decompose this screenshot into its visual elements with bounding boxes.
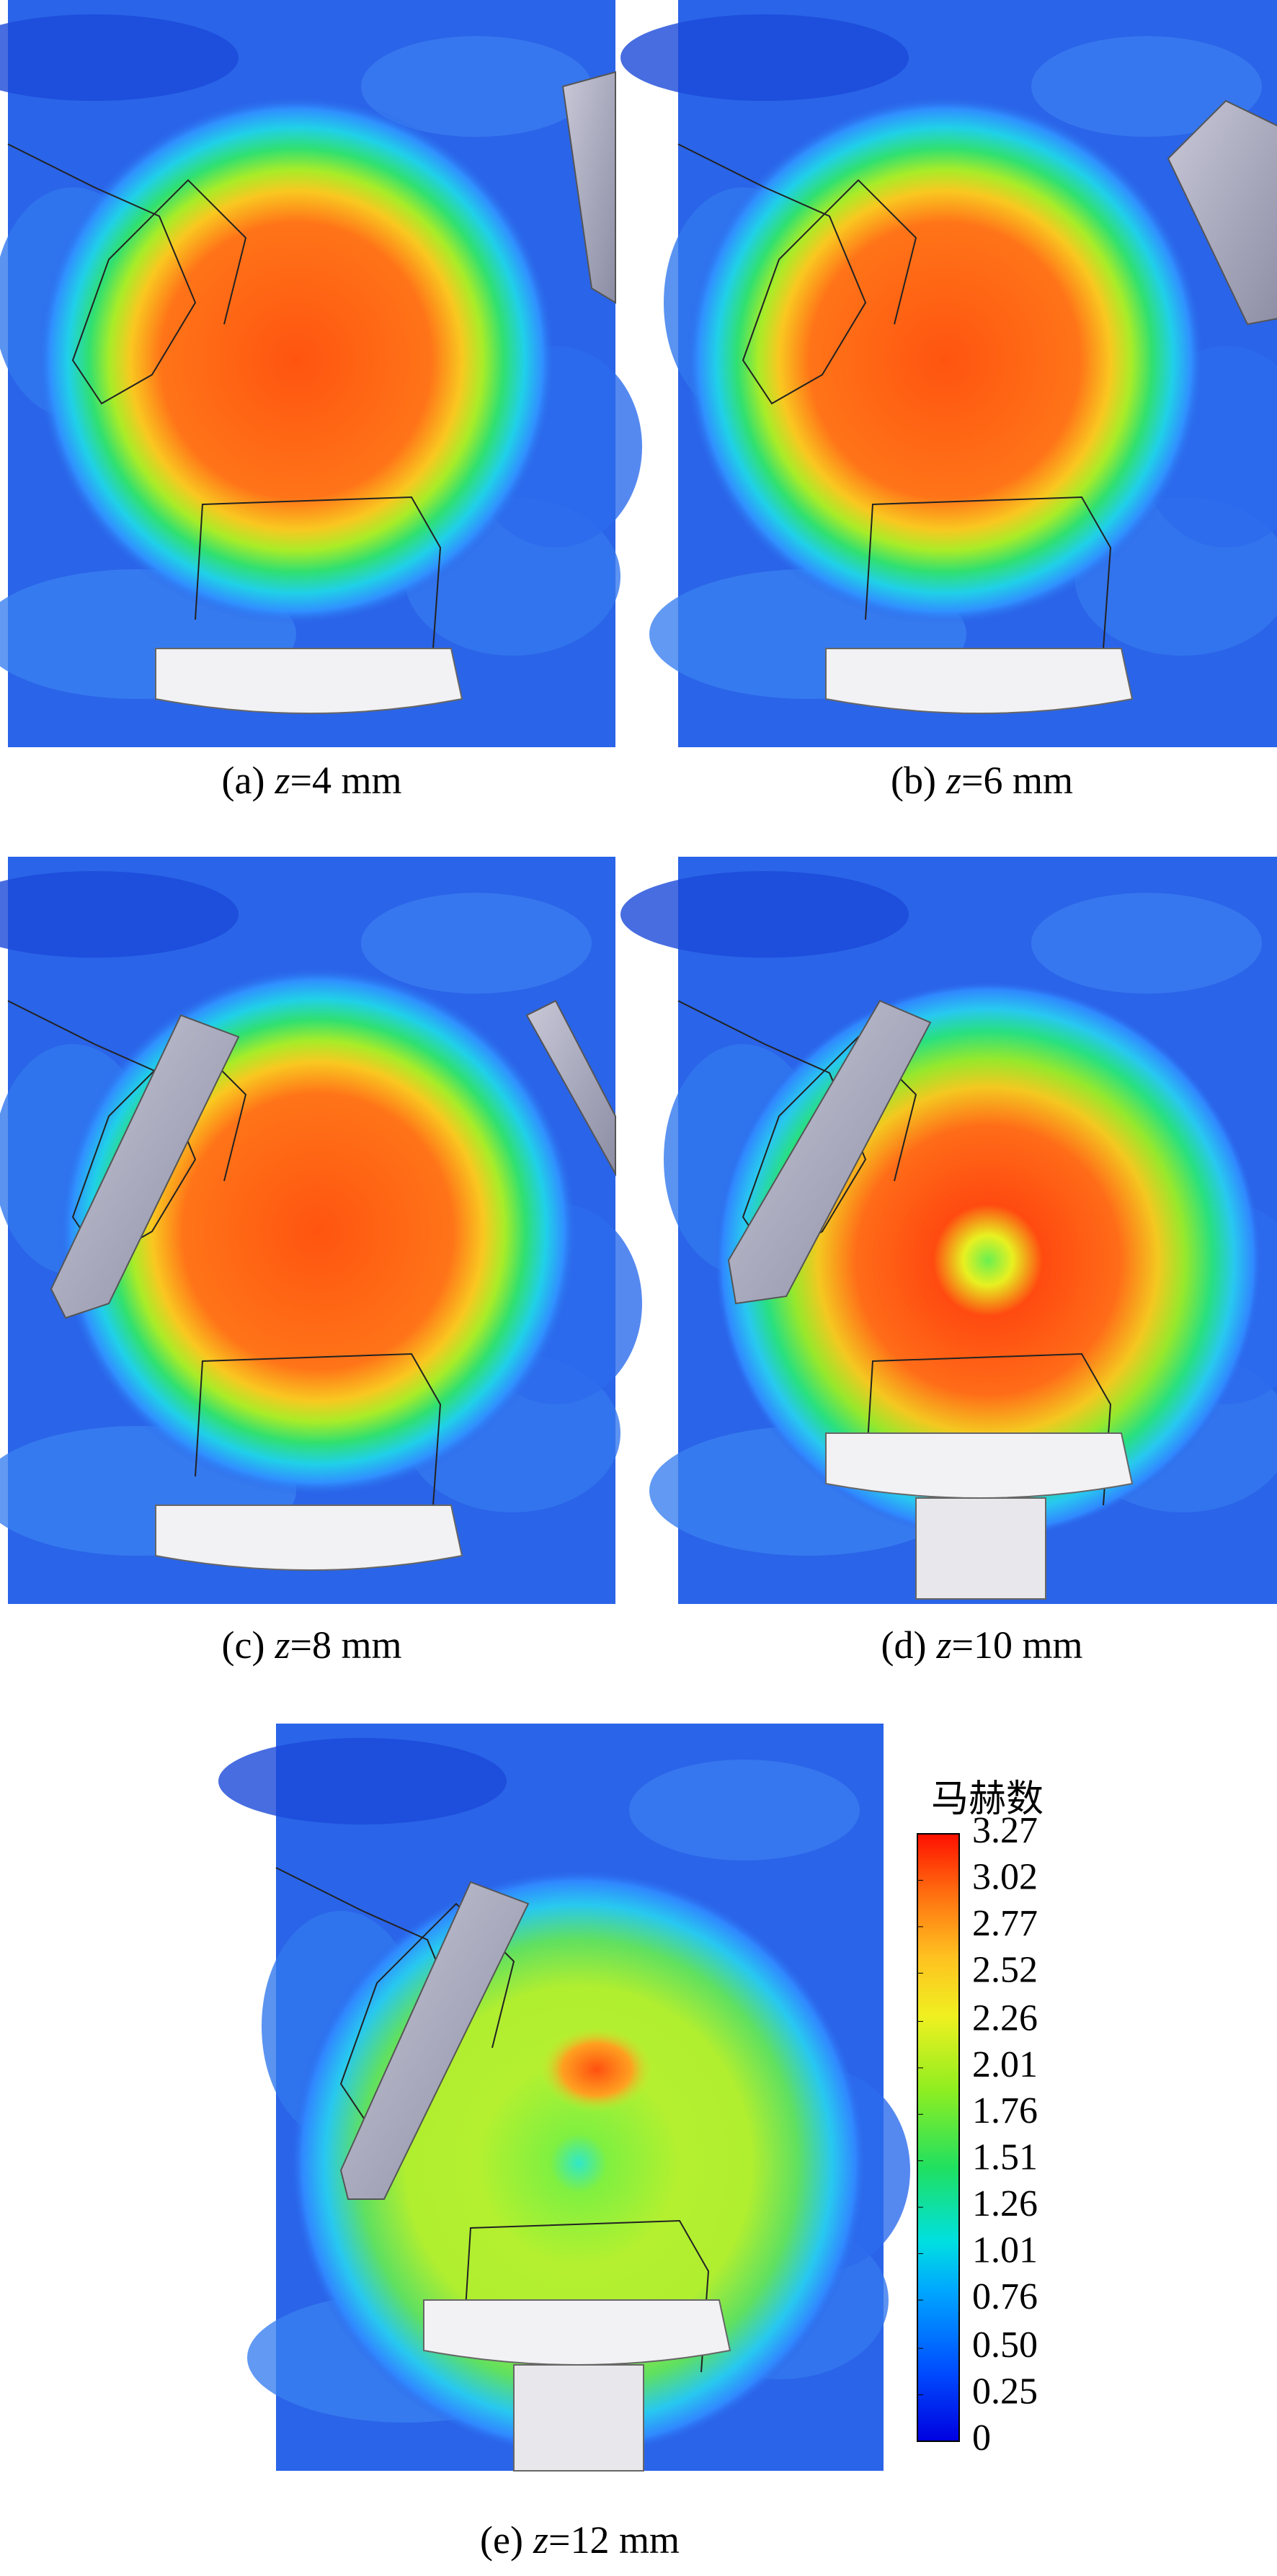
wireframe (677, 143, 917, 405)
blade (50, 1014, 240, 1319)
nozzle (825, 1432, 1134, 1499)
nozzle (155, 648, 463, 714)
caption-value: =6 mm (961, 759, 1073, 802)
blade (1167, 99, 1277, 326)
wireframe (195, 496, 442, 649)
colorbar (917, 1833, 960, 2442)
caption-label: (d) (881, 1623, 927, 1667)
panel-caption: (a) z=4 mm (222, 759, 402, 802)
contour-panel (0, 0, 642, 747)
caption-value: =8 mm (290, 1623, 401, 1667)
colorbar-tick-label: 0.76 (972, 2276, 1038, 2317)
colorbar-tick-label: 1.26 (972, 2183, 1038, 2224)
field-blotch (1031, 36, 1262, 137)
nozzle (155, 1505, 463, 1571)
panel-caption: (c) z=8 mm (222, 1623, 402, 1667)
colorbar-tick-label: 2.52 (972, 1949, 1038, 1990)
caption-variable: z (533, 2518, 548, 2562)
field-blotch (629, 1760, 860, 1860)
colorbar-tick-label: 0 (972, 2417, 991, 2459)
contour-panel (0, 857, 642, 1604)
mach-core (37, 95, 556, 625)
panel-caption: (d) z=10 mm (881, 1623, 1083, 1667)
field-blotch (1031, 893, 1262, 994)
wireframe (865, 496, 1112, 649)
nozzle (423, 2299, 731, 2366)
panel-caption: (e) z=12 mm (480, 2518, 680, 2562)
contour-panel (620, 0, 1277, 747)
caption-value: =12 mm (548, 2518, 680, 2562)
caption-variable: z (274, 1623, 290, 1667)
nozzle (825, 648, 1134, 714)
blade (561, 71, 616, 304)
caption-variable: z (274, 759, 290, 802)
colorbar-tick-label: 2.26 (972, 1997, 1038, 2038)
field-blotch (620, 14, 909, 101)
blade (727, 999, 932, 1305)
colorbar-tick-label: 1.01 (972, 2230, 1038, 2271)
colorbar-tick-label: 0.25 (972, 2371, 1038, 2412)
mach-core (685, 95, 1204, 625)
panel-caption: (b) z=6 mm (891, 759, 1073, 802)
field-blotch (0, 14, 239, 101)
nozzle-stem (915, 1497, 1046, 1600)
caption-variable: z (935, 1623, 951, 1667)
caption-label: (a) (222, 759, 265, 802)
caption-label: (b) (891, 759, 936, 802)
caption-value: =4 mm (290, 759, 401, 802)
wireframe (7, 143, 247, 405)
field-blotch (361, 36, 592, 137)
colorbar-tick-label: 0.50 (972, 2325, 1038, 2366)
colorbar-tick-label: 3.27 (972, 1810, 1038, 1851)
nozzle-stem (513, 2364, 644, 2472)
field-blotch (218, 1738, 507, 1824)
colorbar-title: 马赫数 (931, 1778, 1044, 1821)
contour-panel (218, 1724, 910, 2472)
blade (339, 1881, 530, 2200)
caption-variable: z (945, 759, 961, 802)
caption-label: (c) (222, 1623, 265, 1667)
mach-spot (539, 2026, 654, 2113)
colorbar-tick-label: 2.01 (972, 2044, 1038, 2085)
wireframe (195, 1352, 442, 1506)
caption-label: (e) (480, 2518, 523, 2562)
colorbar-tick-label: 1.51 (972, 2137, 1038, 2178)
blade (525, 999, 616, 1177)
field-blotch (361, 893, 592, 994)
colorbar-tick-label: 1.76 (972, 2090, 1038, 2131)
field-blotch (0, 871, 239, 958)
contour-panel (620, 857, 1277, 1604)
colorbar-tick-label: 2.77 (972, 1903, 1038, 1944)
field-blotch (620, 871, 909, 958)
caption-value: =10 mm (952, 1623, 1083, 1667)
colorbar-tick-label: 3.02 (972, 1856, 1038, 1897)
